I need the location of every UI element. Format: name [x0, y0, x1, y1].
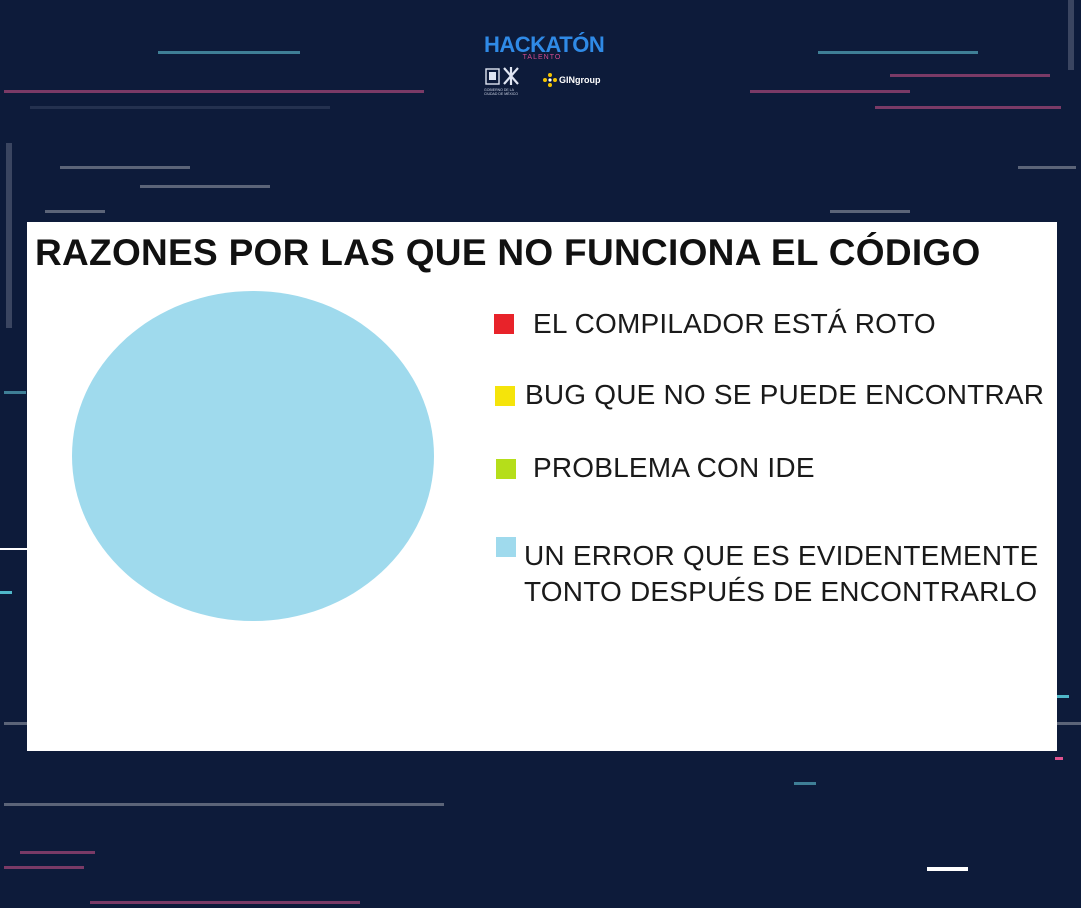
hackaton-logo: HACKATÓN TALENTO GOBIERNO DE LA CIUDAD D…	[480, 30, 605, 100]
legend-swatch	[496, 537, 516, 557]
legend-swatch	[496, 459, 516, 479]
legend-label: BUG QUE NO SE PUEDE ENCONTRAR	[525, 379, 1045, 410]
government-logo: GOBIERNO DE LA CIUDAD DE MÉXICO	[484, 66, 534, 96]
chart-title: RAZONES POR LAS QUE NO FUNCIONA EL CÓDIG…	[35, 232, 981, 273]
legend-label: PROBLEMA CON IDE	[533, 452, 815, 483]
pie-slice	[72, 291, 434, 621]
government-emblem-icon	[485, 67, 519, 85]
brand-title: HACKATÓN	[484, 32, 605, 57]
government-caption: GOBIERNO DE LA CIUDAD DE MÉXICO	[484, 88, 519, 96]
chart-card: RAZONES POR LAS QUE NO FUNCIONA EL CÓDIG…	[27, 222, 1057, 751]
gingroup-dots-icon	[543, 73, 557, 87]
legend-swatch	[494, 314, 514, 334]
legend-label: UN ERROR QUE ES EVIDENTEMENTE TONTO DESP…	[524, 540, 1039, 607]
pie-chart	[72, 291, 434, 621]
legend-swatch	[495, 386, 515, 406]
gingroup-logo: GINgroup	[542, 72, 602, 88]
legend-label: EL COMPILADOR ESTÁ ROTO	[533, 308, 936, 339]
gingroup-label: GINgroup	[559, 75, 601, 85]
brand-subtitle: TALENTO	[522, 54, 562, 61]
